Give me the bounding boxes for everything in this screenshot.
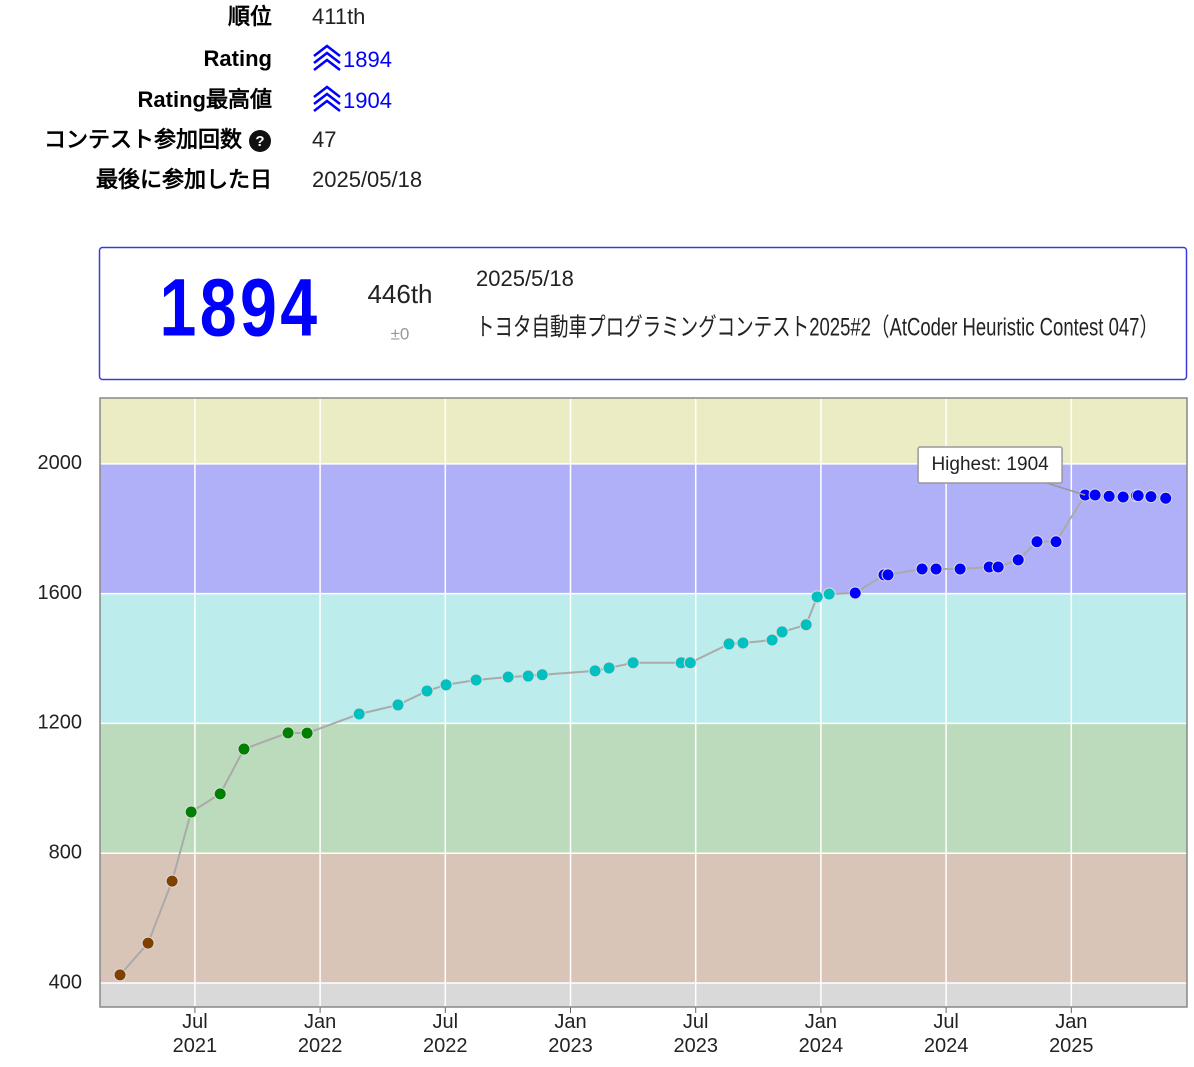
- rating-band: [100, 723, 1187, 854]
- rating-point[interactable]: [113, 968, 127, 982]
- x-tick-label: Jul 2022: [423, 1011, 468, 1057]
- card-border: [98, 246, 1188, 381]
- rating-point[interactable]: [184, 805, 198, 819]
- rating-point[interactable]: [736, 636, 750, 650]
- rating-point[interactable]: [391, 698, 405, 712]
- rating-point[interactable]: [822, 587, 836, 601]
- row-value: 47: [312, 127, 336, 152]
- plot-area: [100, 398, 1187, 1007]
- rating-point[interactable]: [775, 625, 789, 639]
- x-tick-label: Jul 2024: [924, 1011, 969, 1057]
- rating-point[interactable]: [588, 664, 602, 678]
- rating-band: [100, 853, 1187, 983]
- rating-point[interactable]: [1144, 490, 1158, 504]
- rating-point[interactable]: [501, 670, 515, 684]
- x-tick-label: Jan 2025: [1049, 1011, 1094, 1057]
- row-label: 最後に参加した日: [96, 167, 272, 192]
- x-tick-label: Jan 2024: [799, 1011, 844, 1057]
- rating-point[interactable]: [1102, 489, 1116, 503]
- rating-point[interactable]: [1116, 490, 1130, 504]
- rating-point[interactable]: [420, 684, 434, 698]
- row-label: Rating最高値: [138, 87, 272, 112]
- card-rating: 1894: [159, 262, 320, 353]
- rating-point[interactable]: [1049, 535, 1063, 549]
- y-tick-label: 400: [49, 971, 82, 993]
- rating-point[interactable]: [237, 742, 251, 756]
- x-tick-label: Jan 2023: [548, 1011, 593, 1057]
- profile-table: 順位 411th Rating 1894 Rating最高値 1904 コンテス…: [44, 4, 422, 192]
- rating-point[interactable]: [352, 707, 366, 721]
- rating-point[interactable]: [1030, 535, 1044, 549]
- rating-point[interactable]: [915, 562, 929, 576]
- rating-point[interactable]: [165, 874, 179, 888]
- rating-point[interactable]: [1088, 488, 1102, 502]
- row-label: Rating: [204, 46, 272, 71]
- row-label: コンテスト参加回数: [44, 127, 243, 152]
- contest-card: 1894 446th ±0 2025/5/18 トヨタ自動車プログラミングコンテ…: [98, 246, 1188, 381]
- row-value[interactable]: 1894: [343, 47, 392, 72]
- rating-point[interactable]: [683, 656, 697, 670]
- rating-point[interactable]: [1131, 489, 1145, 503]
- rating-point[interactable]: [848, 586, 862, 600]
- rating-point[interactable]: [799, 618, 813, 632]
- y-tick-label: 1600: [38, 582, 83, 604]
- rating-point[interactable]: [1011, 553, 1025, 567]
- svg-text:?: ?: [255, 133, 264, 150]
- y-tick-label: 800: [49, 841, 82, 863]
- row-value: 2025/05/18: [312, 167, 422, 192]
- rating-point[interactable]: [521, 669, 535, 683]
- rating-band: [100, 593, 1187, 724]
- rating-point[interactable]: [991, 560, 1005, 574]
- y-tick-label: 1200: [38, 712, 83, 734]
- plot-border: [99, 397, 1188, 1008]
- card-contest[interactable]: トヨタ自動車プログラミングコンテスト2025#2（AtCoder Heurist…: [476, 314, 1158, 342]
- rating-point[interactable]: [810, 590, 824, 604]
- rating-point[interactable]: [213, 787, 227, 801]
- rating-point[interactable]: [439, 678, 453, 692]
- rating-point[interactable]: [929, 562, 943, 576]
- rating-point[interactable]: [141, 936, 155, 950]
- x-tick-label: Jul 2021: [173, 1011, 218, 1057]
- rating-point[interactable]: [722, 637, 736, 651]
- row-value[interactable]: 1904: [343, 88, 392, 113]
- rating-point[interactable]: [469, 673, 483, 687]
- rating-icon: [313, 85, 341, 112]
- rating-point[interactable]: [535, 668, 549, 682]
- rating-band: [100, 982, 1187, 1007]
- card-date: 2025/5/18: [476, 266, 574, 291]
- rating-point[interactable]: [953, 562, 967, 576]
- rating-point[interactable]: [602, 661, 616, 675]
- x-tick-label: Jan 2022: [298, 1011, 343, 1057]
- rating-point[interactable]: [300, 726, 314, 740]
- card-rank: 446th: [367, 279, 432, 309]
- rating-point[interactable]: [881, 568, 895, 582]
- annotation: Highest: 1904: [931, 454, 1049, 475]
- card-diff: ±0: [391, 324, 410, 343]
- x-tick-label: Jul 2023: [673, 1011, 718, 1057]
- rating-icon: [313, 44, 341, 71]
- row-label: 順位: [228, 4, 272, 29]
- rating-point[interactable]: [626, 656, 640, 670]
- rating-chart: 400 800 1200 1600 2000 Jul 2021 Jan 2022 Jul 2022 J…: [38, 397, 1188, 1057]
- y-tick-label: 2000: [38, 452, 83, 474]
- rating-point[interactable]: [1159, 491, 1173, 505]
- rating-point[interactable]: [765, 633, 779, 647]
- annotation-box: [917, 446, 1063, 484]
- row-value: 411th: [312, 4, 365, 29]
- help-icon[interactable]: ?: [249, 130, 271, 152]
- rating-point[interactable]: [281, 726, 295, 740]
- rating-band: [100, 463, 1187, 594]
